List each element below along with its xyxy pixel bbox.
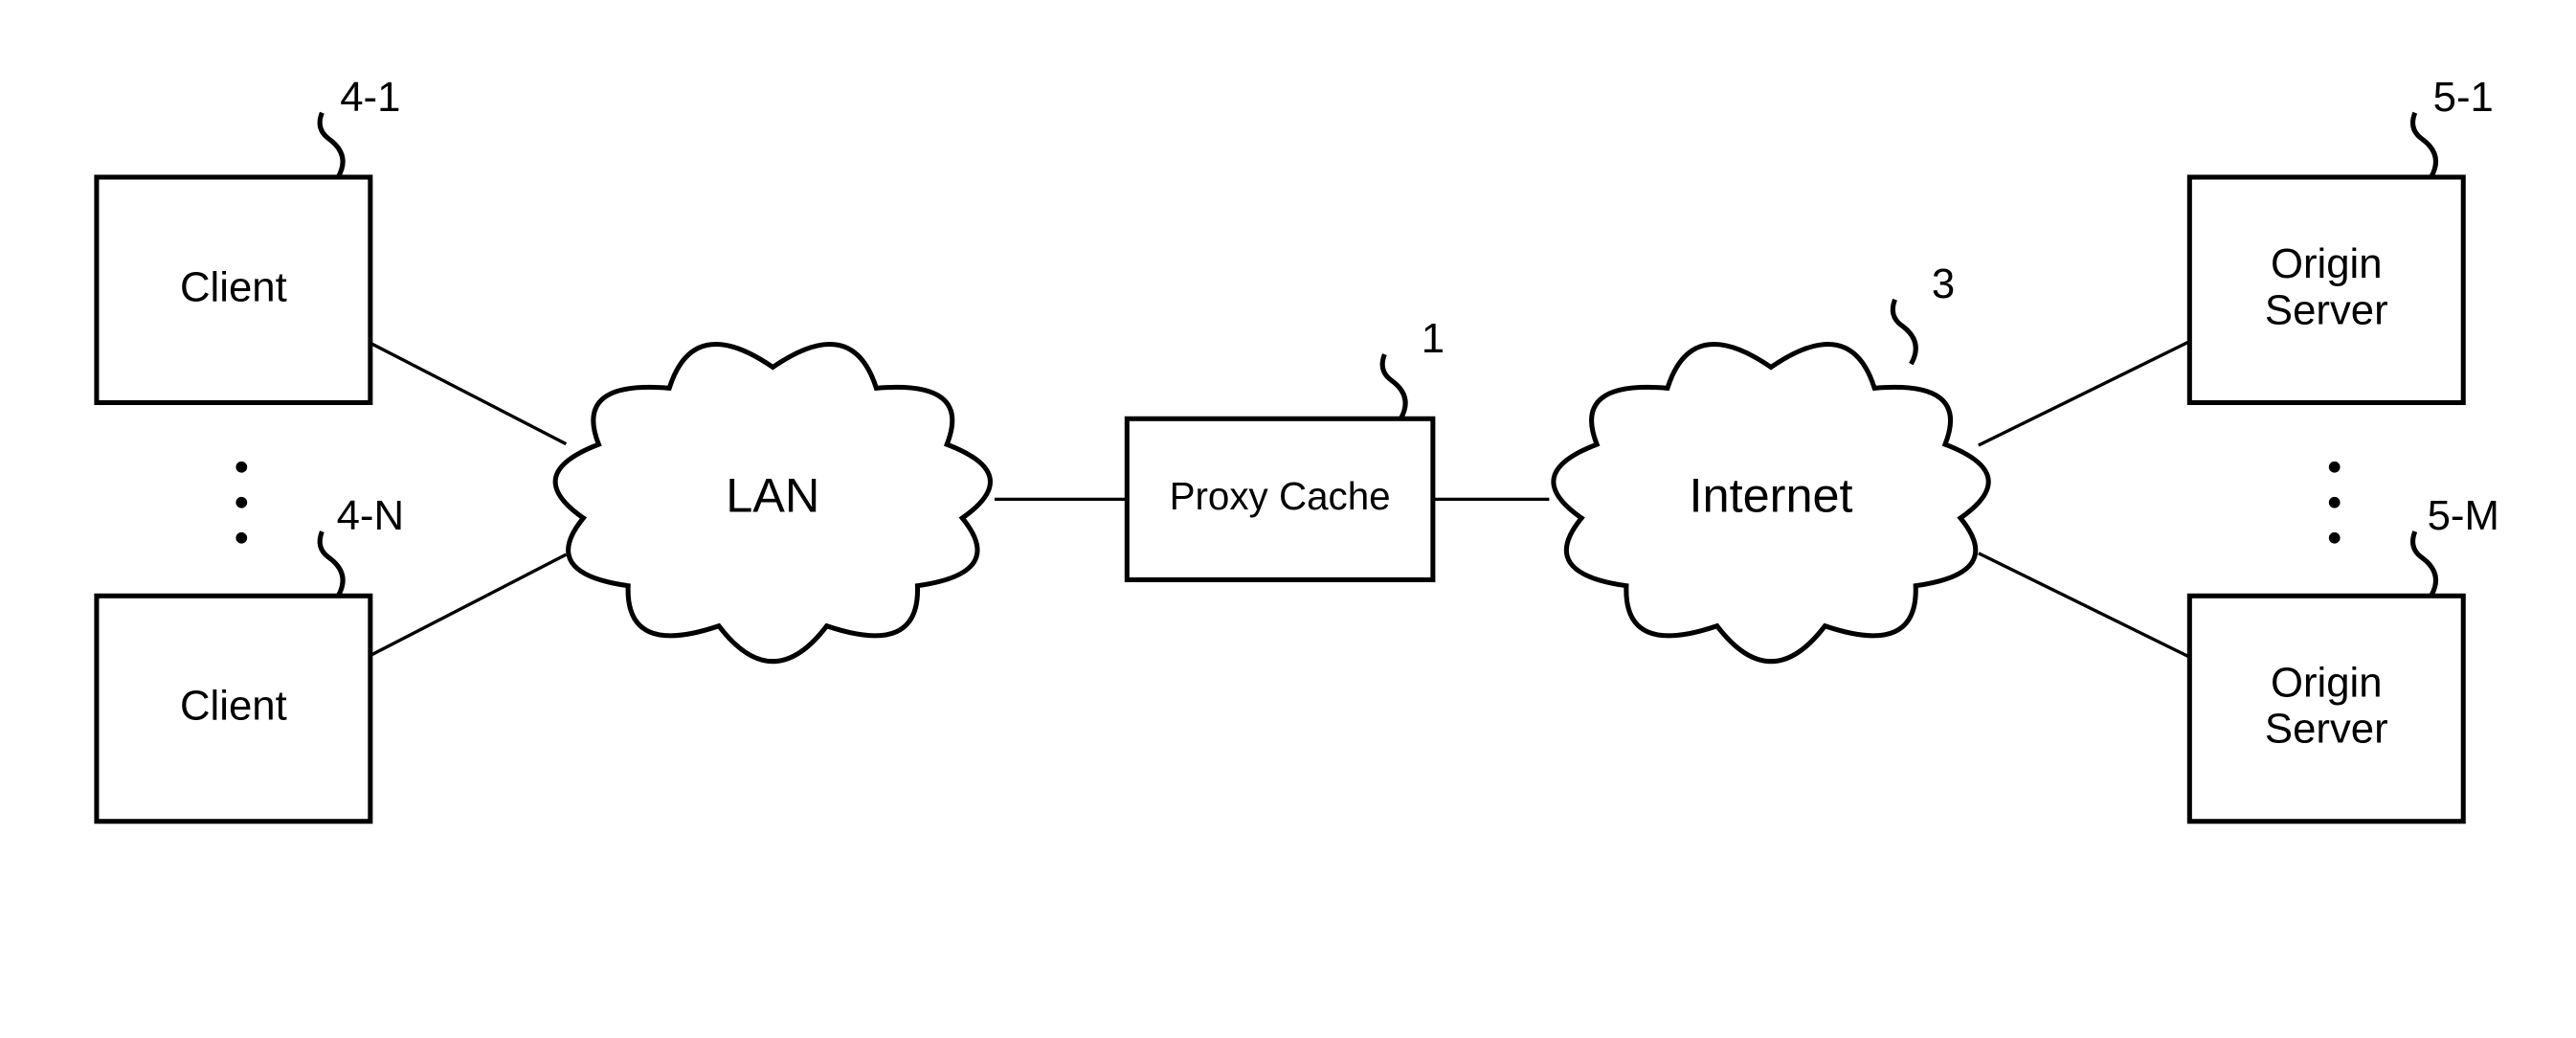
- callout-client1-label: 4-1: [340, 74, 400, 121]
- callout-clientN-label: 4-N: [337, 492, 404, 539]
- ellipsis-right-dot-1: [2329, 497, 2341, 508]
- callout-serverM-leader: [2413, 531, 2436, 596]
- callout-serverM-label: 5-M: [2428, 492, 2499, 539]
- ellipsis-right-dot-0: [2329, 462, 2341, 473]
- callout-internet-leader: [1893, 300, 1915, 364]
- ellipsis-left-dot-0: [235, 462, 247, 473]
- callout-proxy-label: 1: [1422, 315, 1445, 362]
- callout-proxy-leader: [1382, 354, 1405, 418]
- node-lan-label: LAN: [726, 468, 819, 523]
- ellipsis-left-dot-1: [235, 497, 247, 508]
- network-diagram: Client Client LAN Proxy Cache Internet Origin…: [0, 0, 2576, 999]
- node-server1-label2: Server: [2265, 286, 2388, 333]
- callout-internet-label: 3: [1932, 260, 1955, 307]
- callout-server1-leader: [2413, 113, 2436, 177]
- nodes: Client Client LAN Proxy Cache Internet Origin…: [97, 177, 2463, 822]
- node-clientN-label: Client: [180, 683, 287, 730]
- ellipsis-left-dot-2: [235, 532, 247, 544]
- node-client1-label: Client: [180, 263, 287, 310]
- edge-clientN-lan: [370, 554, 566, 655]
- edge-client1-lan: [370, 343, 566, 443]
- node-proxy-label: Proxy Cache: [1170, 474, 1391, 518]
- node-serverM-label1: Origin: [2271, 660, 2383, 707]
- edge-internet-server1: [1979, 342, 2189, 445]
- callout-server1-label: 5-1: [2433, 74, 2494, 121]
- node-internet-label: Internet: [1690, 468, 1853, 523]
- node-serverM-label2: Server: [2265, 706, 2388, 753]
- callout-clientN-leader: [320, 531, 343, 596]
- ellipsis-right-dot-2: [2329, 532, 2341, 544]
- node-server1-label1: Origin: [2271, 240, 2383, 287]
- edge-internet-serverM: [1979, 553, 2189, 657]
- callout-client1-leader: [320, 113, 343, 177]
